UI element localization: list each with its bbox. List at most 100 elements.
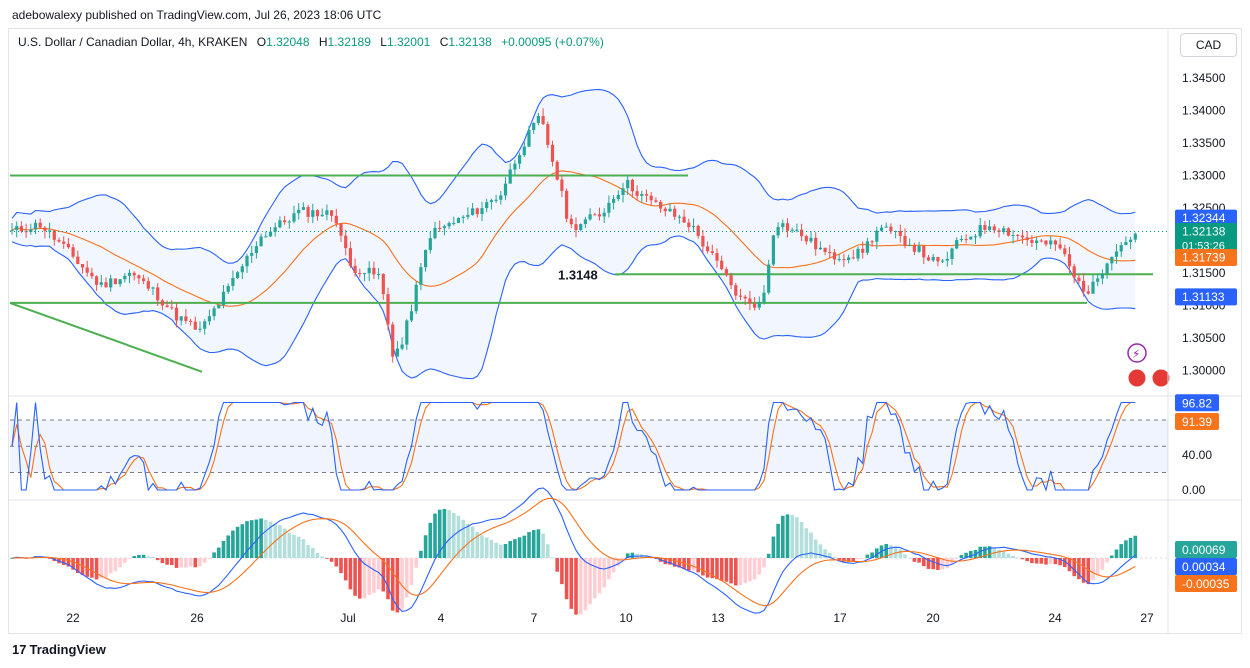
candle <box>419 267 423 285</box>
time-tick-label: 17 <box>833 611 847 625</box>
macd-histogram-bar <box>1105 558 1109 563</box>
macd-histogram-bar <box>602 558 606 588</box>
macd-histogram-bar <box>959 554 964 558</box>
candle <box>113 278 117 285</box>
macd-histogram-bar <box>926 558 931 569</box>
candle <box>832 252 837 260</box>
candle <box>447 223 451 227</box>
candle <box>753 303 757 308</box>
macd-histogram-bar <box>809 532 813 558</box>
price-tag-label: 1.31739 <box>1182 250 1226 264</box>
candle <box>1039 240 1043 242</box>
macd-histogram-bar <box>691 558 696 571</box>
macd-histogram-bar <box>616 558 621 566</box>
price-tick-label: 1.33000 <box>1182 169 1226 183</box>
candle <box>912 244 916 252</box>
candle <box>142 278 146 282</box>
currency-button[interactable]: CAD <box>1180 33 1237 57</box>
us-flag-icon <box>1151 368 1171 388</box>
macd-histogram-bar <box>376 558 381 590</box>
macd-histogram-bar <box>922 558 926 567</box>
macd-histogram-bar <box>470 526 475 558</box>
macd-histogram-bar <box>1077 558 1081 580</box>
candle <box>29 229 33 232</box>
macd-histogram-bar <box>752 558 757 580</box>
candle <box>621 188 625 195</box>
macd-histogram-bar <box>174 558 179 568</box>
candle <box>654 200 658 202</box>
candle <box>644 194 649 196</box>
macd-histogram-bar <box>71 558 75 570</box>
macd-histogram-bar <box>170 558 174 566</box>
candle <box>461 216 465 218</box>
close-value: 1.32138 <box>448 35 492 49</box>
macd-histogram-bar <box>1001 550 1006 558</box>
macd-histogram-bar <box>856 558 860 560</box>
candle <box>348 248 352 266</box>
macd-histogram-bar <box>466 523 470 558</box>
candle <box>1049 240 1053 245</box>
candle <box>236 272 240 278</box>
macd-histogram-bar <box>724 558 729 582</box>
candle <box>283 220 287 223</box>
candle <box>503 183 508 196</box>
macd-histogram-bar <box>94 558 99 580</box>
open-value: 1.32048 <box>266 35 310 49</box>
candle <box>847 257 851 261</box>
tradingview-brand: 17 TradingView <box>12 642 106 657</box>
candle <box>687 222 691 227</box>
candle <box>1100 273 1104 279</box>
lightning-icon <box>1127 343 1147 363</box>
macd-histogram-bar <box>884 543 888 558</box>
macd-histogram-bar <box>969 550 973 558</box>
candle <box>988 226 992 230</box>
candle <box>240 266 244 273</box>
candle <box>626 179 630 189</box>
macd-histogram-bar <box>842 558 846 562</box>
macd-histogram-bar <box>583 558 588 611</box>
macd-histogram-bar <box>367 558 371 595</box>
candle <box>701 235 705 247</box>
macd-histogram-bar <box>1086 558 1091 585</box>
macd-histogram-bar <box>813 539 818 558</box>
candle <box>165 305 169 308</box>
high-label: H <box>318 35 328 49</box>
macd-histogram-bar <box>245 521 249 558</box>
candle <box>414 284 418 312</box>
candle <box>574 224 578 230</box>
macd-value-tag <box>1175 541 1237 558</box>
macd-histogram-bar <box>334 558 339 567</box>
macd-histogram-bar <box>875 548 879 558</box>
candle <box>132 272 136 276</box>
price-tick-label: 1.30500 <box>1182 331 1226 345</box>
candle <box>762 292 766 303</box>
stochastic-value-tag <box>1175 394 1219 412</box>
macd-histogram-bar <box>762 558 766 568</box>
candle <box>1105 263 1109 274</box>
macd-histogram-bar <box>607 558 611 580</box>
candle <box>405 320 409 345</box>
candle <box>583 219 587 225</box>
macd-histogram-bar <box>931 558 935 570</box>
macd-histogram-bar <box>672 558 677 567</box>
macd-histogram-bar <box>541 533 545 558</box>
macd-histogram-bar <box>893 546 898 558</box>
time-tick-label: 24 <box>1048 611 1062 625</box>
macd-histogram-bar <box>983 546 987 558</box>
macd-histogram-bar <box>1119 544 1123 558</box>
candle <box>607 202 611 213</box>
candle <box>193 321 197 330</box>
candle <box>1096 278 1100 282</box>
candle <box>315 210 320 217</box>
candle <box>1114 251 1119 257</box>
stochastic-tick-label: 40.00 <box>1182 448 1212 462</box>
macd-histogram-bar <box>1006 553 1011 558</box>
macd-histogram-bar <box>997 549 1001 558</box>
macd-histogram-bar <box>296 536 301 558</box>
macd-histogram-bar <box>198 558 202 567</box>
macd-histogram-bar <box>76 558 80 573</box>
candle <box>710 251 714 254</box>
candle <box>226 285 230 292</box>
candle <box>1124 242 1128 246</box>
candle <box>292 213 296 222</box>
